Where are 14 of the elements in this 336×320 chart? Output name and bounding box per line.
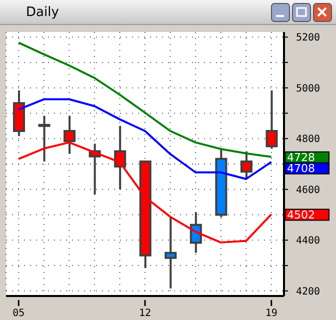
x-tick-label: 12 — [138, 308, 152, 319]
x-tick-label: 05 — [12, 308, 25, 319]
y-tick-label: 5000 — [296, 83, 320, 94]
line-series — [18, 42, 272, 158]
y-tick-label: 4200 — [296, 286, 320, 298]
data-label: 4708 — [287, 162, 315, 175]
y-tick-label: 4800 — [296, 134, 320, 146]
data-label: 4728 — [287, 150, 315, 164]
y-tick-label: 5200 — [296, 32, 320, 44]
y-tick-label: 4400 — [296, 236, 320, 247]
x-tick-label: 19 — [265, 308, 278, 319]
data-label: 4502 — [287, 208, 315, 222]
y-tick-label: 4600 — [296, 184, 320, 196]
chart-title: Daily — [26, 4, 60, 20]
